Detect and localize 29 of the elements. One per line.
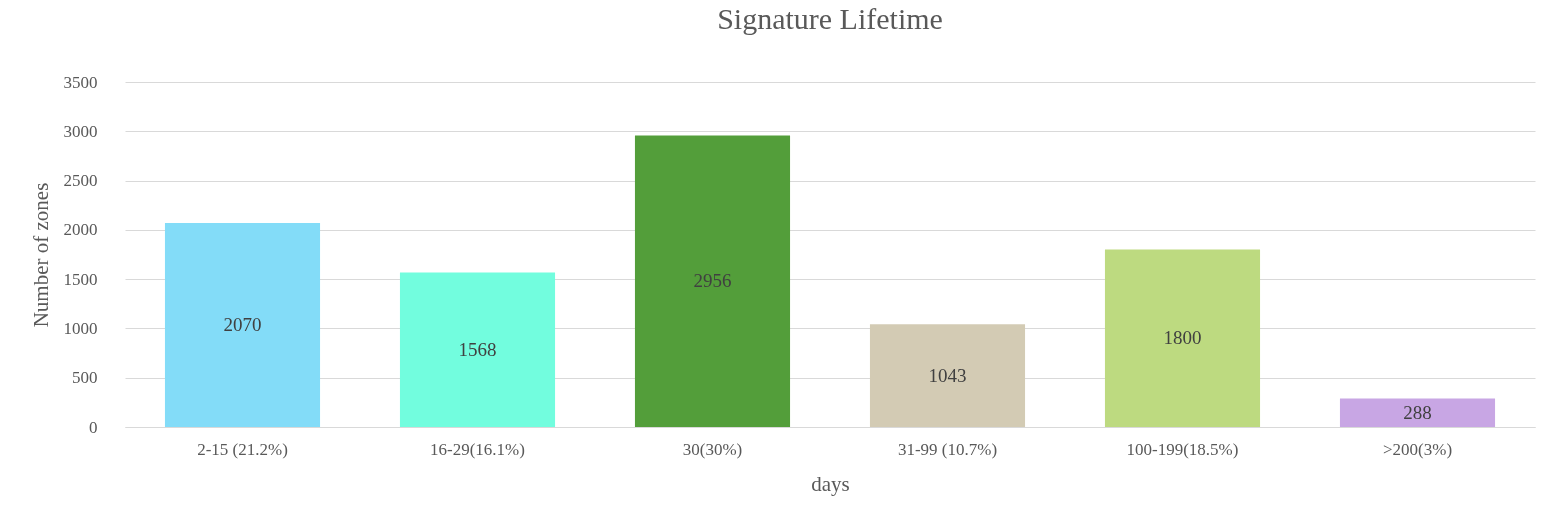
y-tick-label: 0 — [89, 417, 98, 437]
data-label: 288 — [1403, 401, 1432, 423]
y-tick-label: 2500 — [63, 171, 98, 191]
data-label: 2070 — [223, 313, 262, 335]
y-tick-label: 500 — [72, 368, 98, 388]
y-tick-label: 3500 — [63, 72, 98, 92]
bar — [1104, 249, 1261, 427]
data-label: 1800 — [1163, 327, 1202, 349]
bar — [399, 272, 556, 427]
bar — [164, 222, 321, 427]
data-label: 1568 — [458, 338, 497, 360]
y-tick-label: 1000 — [63, 318, 98, 338]
chart-title: Signature Lifetime — [717, 2, 943, 35]
y-tick-label: 2000 — [63, 220, 98, 240]
bar — [634, 135, 791, 427]
x-tick-label: 2-15 (21.2%) — [197, 439, 288, 459]
y-axis-title: Number of zones — [28, 182, 53, 328]
bar — [869, 324, 1026, 427]
data-label: 2956 — [693, 270, 732, 292]
x-tick-label: >200(3%) — [1382, 439, 1453, 459]
x-axis-title: days — [811, 471, 850, 496]
x-tick-label: 16-29(16.1%) — [430, 439, 525, 459]
data-label: 1043 — [928, 364, 967, 386]
x-tick-label: 100-199(18.5%) — [1126, 439, 1239, 459]
bar — [1339, 398, 1496, 427]
x-tick-label: 31-99 (10.7%) — [897, 439, 998, 459]
y-tick-label: 1500 — [63, 269, 98, 289]
y-tick-label: 3000 — [63, 121, 98, 141]
x-tick-label: 30(30%) — [682, 439, 743, 459]
